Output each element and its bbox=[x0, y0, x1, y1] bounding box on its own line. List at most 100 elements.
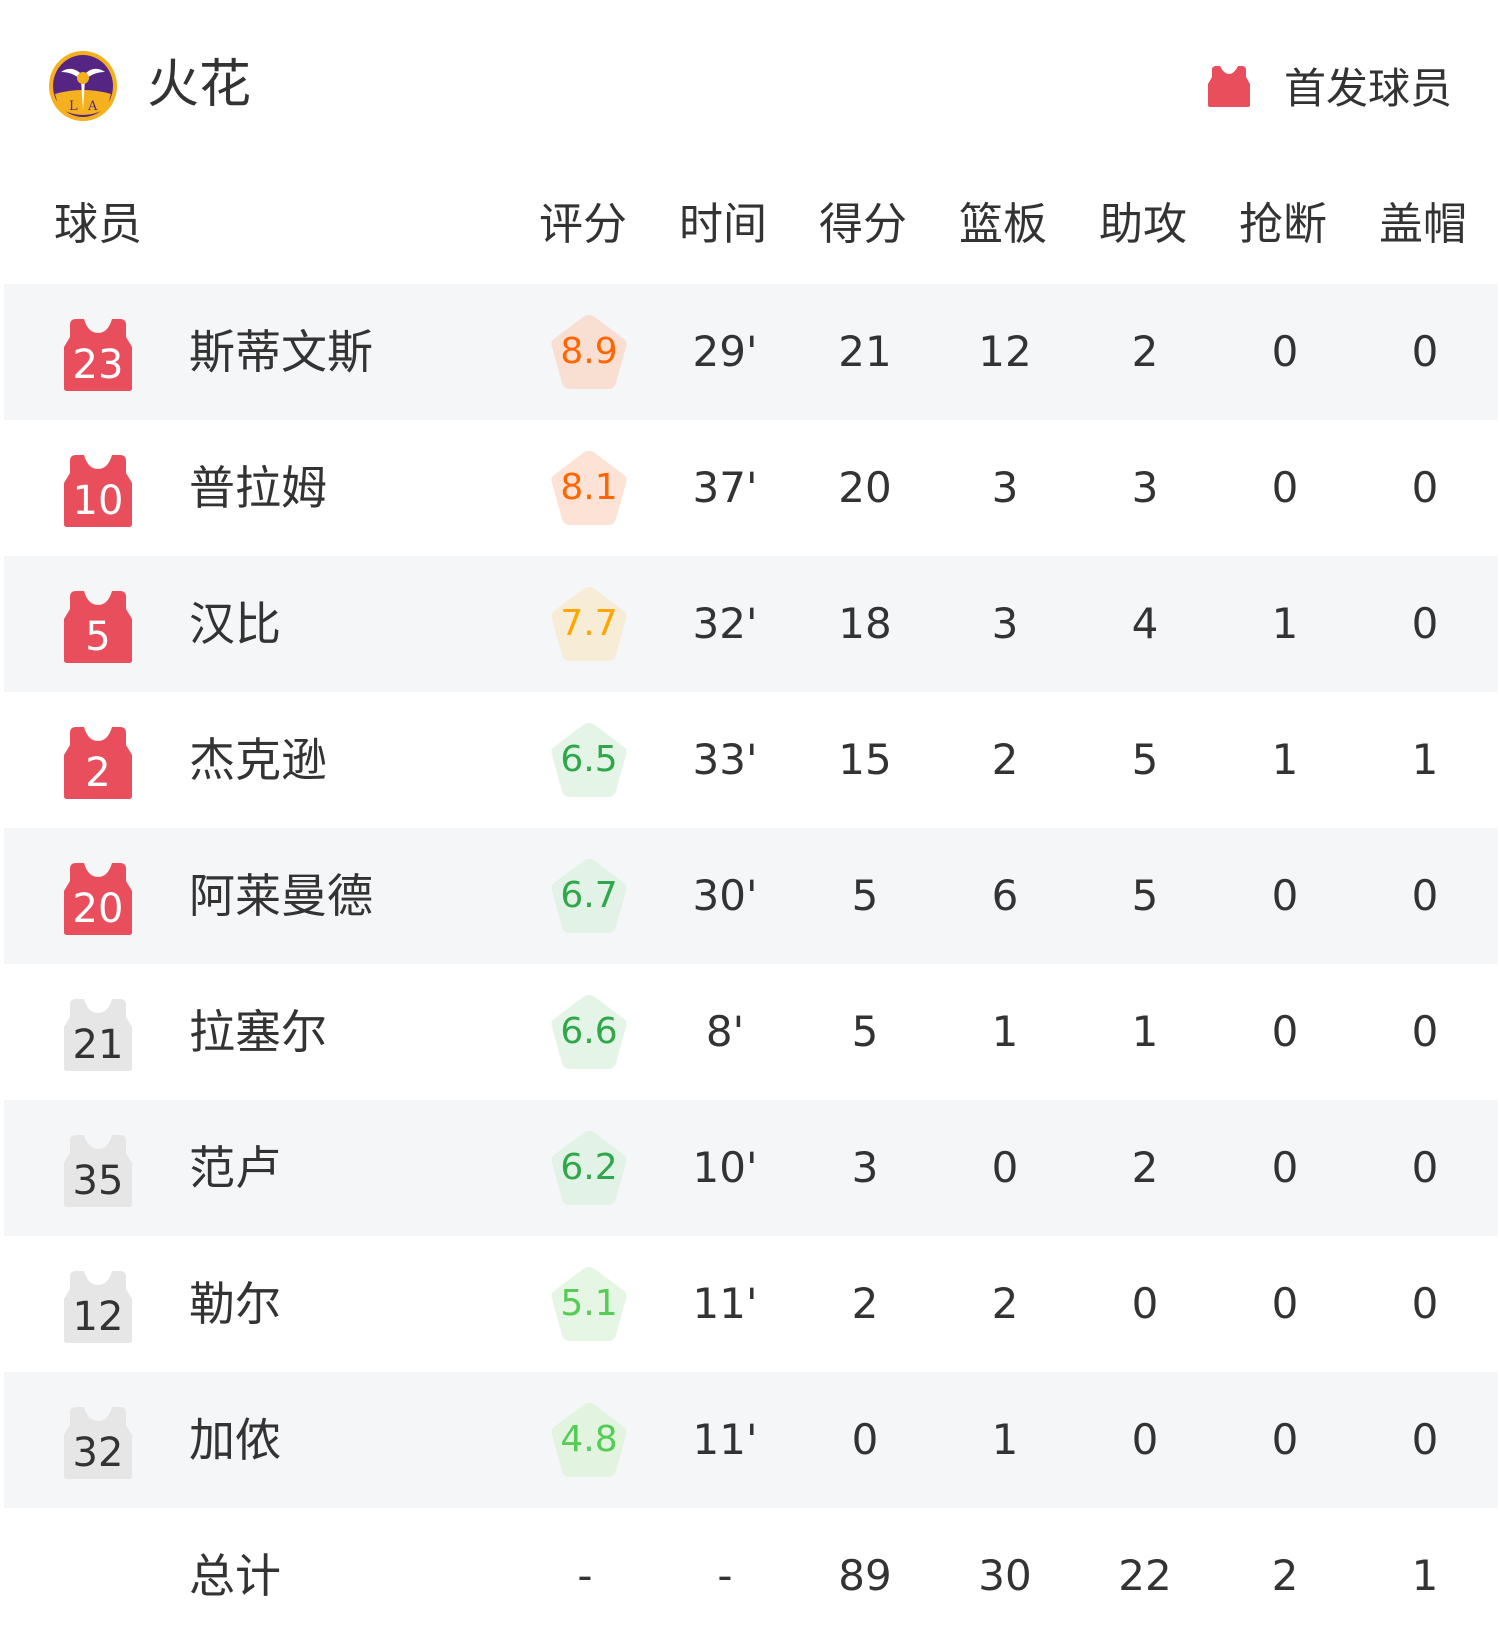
jersey-number: 10 bbox=[72, 478, 124, 524]
stat-time: 11' bbox=[692, 1279, 758, 1328]
stat-points: 5 bbox=[851, 871, 879, 920]
rating-badge: 6.2 bbox=[548, 1127, 630, 1209]
totals-steals: 2 bbox=[1271, 1551, 1299, 1600]
stat-assists: 3 bbox=[1131, 463, 1159, 512]
header-assists[interactable]: 助攻 bbox=[1099, 199, 1187, 250]
player-row[interactable]: 20 阿莱曼德 6.7 30' 5 6 5 0 0 bbox=[4, 828, 1498, 964]
stat-time: 32' bbox=[692, 599, 758, 648]
stat-rebounds: 1 bbox=[991, 1007, 1019, 1056]
totals-rating: - bbox=[577, 1551, 593, 1600]
player-name[interactable]: 汉比 bbox=[189, 597, 281, 651]
stat-points: 20 bbox=[838, 463, 892, 512]
stat-blocks: 0 bbox=[1411, 327, 1439, 376]
stat-steals: 0 bbox=[1271, 1415, 1299, 1464]
stat-rebounds: 1 bbox=[991, 1415, 1019, 1464]
player-row[interactable]: 23 斯蒂文斯 8.9 29' 21 12 2 0 0 bbox=[4, 284, 1498, 420]
header-rebounds[interactable]: 篮板 bbox=[959, 199, 1047, 250]
team-header: L A 火花 首发球员 bbox=[0, 0, 1500, 170]
player-name[interactable]: 杰克逊 bbox=[189, 733, 327, 787]
stat-rebounds: 3 bbox=[991, 463, 1019, 512]
svg-text:L: L bbox=[69, 99, 78, 114]
player-row[interactable]: 21 拉塞尔 6.6 8' 5 1 1 0 0 bbox=[4, 964, 1498, 1100]
stat-assists: 2 bbox=[1131, 327, 1159, 376]
jersey-icon: 20 bbox=[62, 859, 134, 935]
player-row[interactable]: 5 汉比 7.7 32' 18 3 4 1 0 bbox=[4, 556, 1498, 692]
stat-points: 5 bbox=[851, 1007, 879, 1056]
player-name[interactable]: 勒尔 bbox=[189, 1277, 281, 1331]
stat-assists: 0 bbox=[1131, 1279, 1159, 1328]
header-time[interactable]: 时间 bbox=[679, 199, 767, 250]
totals-assists: 22 bbox=[1118, 1551, 1172, 1600]
jersey-number: 20 bbox=[72, 886, 124, 932]
header-player: 球员 bbox=[54, 199, 142, 250]
header-points[interactable]: 得分 bbox=[819, 199, 907, 250]
jersey-number: 21 bbox=[72, 1022, 124, 1068]
jersey-icon: 5 bbox=[62, 587, 134, 663]
jersey-number: 23 bbox=[72, 342, 124, 388]
stat-assists: 5 bbox=[1131, 735, 1159, 784]
player-row[interactable]: 2 杰克逊 6.5 33' 15 2 5 1 1 bbox=[4, 692, 1498, 828]
jersey-icon: 2 bbox=[62, 723, 134, 799]
player-name[interactable]: 加侬 bbox=[189, 1413, 281, 1467]
jersey-icon: 21 bbox=[62, 995, 134, 1071]
stat-points: 18 bbox=[838, 599, 892, 648]
stat-assists: 1 bbox=[1131, 1007, 1159, 1056]
jersey-icon: 35 bbox=[62, 1131, 134, 1207]
rating-badge: 6.7 bbox=[548, 855, 630, 937]
player-name[interactable]: 斯蒂文斯 bbox=[189, 325, 373, 379]
stat-points: 3 bbox=[851, 1143, 879, 1192]
rating-value: 6.6 bbox=[560, 1011, 618, 1052]
stat-steals: 1 bbox=[1271, 735, 1299, 784]
header-rating[interactable]: 评分 bbox=[539, 199, 627, 250]
stat-rebounds: 2 bbox=[991, 735, 1019, 784]
player-name[interactable]: 范卢 bbox=[189, 1141, 281, 1195]
totals-label: 总计 bbox=[189, 1549, 281, 1603]
jersey-icon bbox=[1207, 66, 1250, 107]
player-row[interactable]: 10 普拉姆 8.1 37' 20 3 3 0 0 bbox=[4, 420, 1498, 556]
starter-legend-label: 首发球员 bbox=[1283, 63, 1452, 113]
jersey-number: 2 bbox=[85, 750, 111, 796]
player-row[interactable]: 32 加侬 4.8 11' 0 1 0 0 0 bbox=[4, 1372, 1498, 1508]
rating-value: 6.2 bbox=[560, 1147, 618, 1188]
totals-row: 总计 - - 89 30 22 2 1 bbox=[4, 1508, 1498, 1644]
header-blocks[interactable]: 盖帽 bbox=[1379, 199, 1467, 250]
stat-rebounds: 2 bbox=[991, 1279, 1019, 1328]
stat-time: 33' bbox=[692, 735, 758, 784]
starter-legend: 首发球员 bbox=[1206, 55, 1452, 115]
stat-steals: 0 bbox=[1271, 1007, 1299, 1056]
stat-assists: 2 bbox=[1131, 1143, 1159, 1192]
stat-blocks: 1 bbox=[1411, 735, 1439, 784]
player-row[interactable]: 12 勒尔 5.1 11' 2 2 0 0 0 bbox=[4, 1236, 1498, 1372]
stat-rebounds: 0 bbox=[991, 1143, 1019, 1192]
jersey-icon: 32 bbox=[62, 1403, 134, 1479]
totals-blocks: 1 bbox=[1411, 1551, 1439, 1600]
rating-badge: 6.6 bbox=[548, 991, 630, 1073]
stat-rebounds: 6 bbox=[991, 871, 1019, 920]
stat-blocks: 0 bbox=[1411, 871, 1439, 920]
rating-value: 6.7 bbox=[560, 875, 618, 916]
totals-rebounds: 30 bbox=[978, 1551, 1032, 1600]
stat-points: 21 bbox=[838, 327, 892, 376]
jersey-number: 12 bbox=[72, 1294, 124, 1340]
rating-badge: 5.1 bbox=[548, 1263, 630, 1345]
stat-time: 10' bbox=[692, 1143, 758, 1192]
player-name[interactable]: 拉塞尔 bbox=[189, 1005, 327, 1059]
stat-assists: 4 bbox=[1131, 599, 1159, 648]
stat-rebounds: 12 bbox=[978, 327, 1032, 376]
player-name[interactable]: 阿莱曼德 bbox=[189, 869, 373, 923]
stat-points: 0 bbox=[851, 1415, 879, 1464]
stat-time: 37' bbox=[692, 463, 758, 512]
stat-rebounds: 3 bbox=[991, 599, 1019, 648]
stat-steals: 0 bbox=[1271, 463, 1299, 512]
stat-assists: 0 bbox=[1131, 1415, 1159, 1464]
jersey-icon: 12 bbox=[62, 1267, 134, 1343]
rating-value: 5.1 bbox=[560, 1283, 618, 1324]
header-steals[interactable]: 抢断 bbox=[1239, 199, 1327, 250]
jersey-icon: 10 bbox=[62, 451, 134, 527]
stat-blocks: 0 bbox=[1411, 1415, 1439, 1464]
stat-time: 30' bbox=[692, 871, 758, 920]
player-row[interactable]: 35 范卢 6.2 10' 3 0 2 0 0 bbox=[4, 1100, 1498, 1236]
stat-points: 2 bbox=[851, 1279, 879, 1328]
rating-value: 8.9 bbox=[560, 331, 618, 372]
player-name[interactable]: 普拉姆 bbox=[189, 461, 327, 515]
